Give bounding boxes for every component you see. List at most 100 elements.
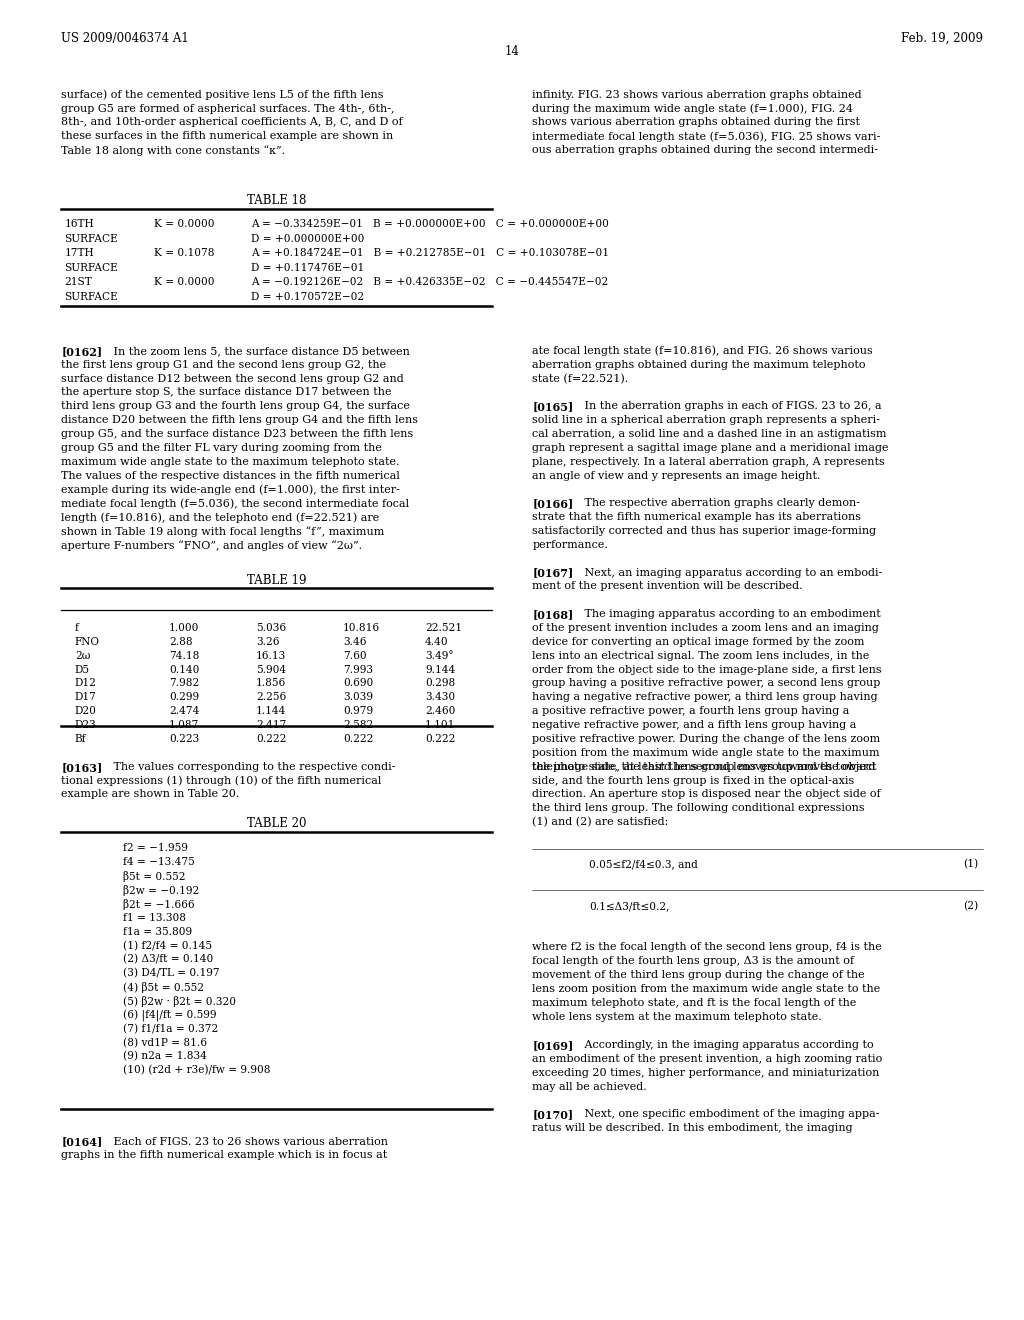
Text: Each of FIGS. 23 to 26 shows various aberration: Each of FIGS. 23 to 26 shows various abe… [102, 1137, 388, 1147]
Text: 0.299: 0.299 [169, 692, 199, 702]
Text: 1.856: 1.856 [256, 678, 287, 689]
Text: strate that the fifth numerical example has its aberrations: strate that the fifth numerical example … [532, 512, 861, 523]
Text: group G5, and the surface distance D23 between the fifth lens: group G5, and the surface distance D23 b… [61, 429, 414, 440]
Text: D12: D12 [75, 678, 96, 689]
Text: 2.460: 2.460 [425, 706, 456, 717]
Text: maximum telephoto state, and ft is the focal length of the: maximum telephoto state, and ft is the f… [532, 998, 857, 1008]
Text: 5.904: 5.904 [256, 665, 286, 675]
Text: surface) of the cemented positive lens L5 of the fifth lens: surface) of the cemented positive lens L… [61, 90, 384, 100]
Text: shown in Table 19 along with focal lengths “f”, maximum: shown in Table 19 along with focal lengt… [61, 525, 385, 537]
Text: D = +0.117476E−01: D = +0.117476E−01 [251, 263, 365, 273]
Text: (1) f2/f4 = 0.145: (1) f2/f4 = 0.145 [123, 940, 212, 950]
Text: lens into an electrical signal. The zoom lens includes, in the: lens into an electrical signal. The zoom… [532, 651, 869, 661]
Text: device for converting an optical image formed by the zoom: device for converting an optical image f… [532, 638, 865, 647]
Text: 5.036: 5.036 [256, 623, 286, 634]
Text: TABLE 19: TABLE 19 [247, 574, 306, 587]
Text: 2.582: 2.582 [343, 721, 374, 730]
Text: satisfactorily corrected and thus has superior image-forming: satisfactorily corrected and thus has su… [532, 525, 877, 536]
Text: 2.88: 2.88 [169, 638, 193, 647]
Text: state (f=22.521).: state (f=22.521). [532, 374, 629, 384]
Text: (1): (1) [963, 859, 978, 870]
Text: Next, one specific embodiment of the imaging appa-: Next, one specific embodiment of the ima… [573, 1109, 880, 1119]
Text: TABLE 20: TABLE 20 [247, 817, 306, 830]
Text: 14: 14 [505, 45, 519, 58]
Text: Next, an imaging apparatus according to an embodi-: Next, an imaging apparatus according to … [573, 568, 882, 578]
Text: K = 0.0000: K = 0.0000 [154, 277, 214, 288]
Text: TABLE 18: TABLE 18 [247, 194, 306, 207]
Text: 0.222: 0.222 [425, 734, 456, 744]
Text: group G5 and the filter FL vary during zooming from the: group G5 and the filter FL vary during z… [61, 444, 382, 453]
Text: 1.101: 1.101 [425, 721, 456, 730]
Text: length (f=10.816), and the telephoto end (f=22.521) are: length (f=10.816), and the telephoto end… [61, 512, 380, 523]
Text: 7.993: 7.993 [343, 665, 373, 675]
Text: (5) β2w · β2t = 0.320: (5) β2w · β2t = 0.320 [123, 995, 236, 1007]
Text: Table 18 along with cone constants “κ”.: Table 18 along with cone constants “κ”. [61, 145, 286, 156]
Text: where f2 is the focal length of the second lens group, f4 is the: where f2 is the focal length of the seco… [532, 942, 883, 953]
Text: cal aberration, a solid line and a dashed line in an astigmatism: cal aberration, a solid line and a dashe… [532, 429, 887, 440]
Text: 0.1≤Δ3/ft≤0.2,: 0.1≤Δ3/ft≤0.2, [589, 900, 669, 911]
Text: SURFACE: SURFACE [65, 292, 118, 302]
Text: 8th-, and 10th-order aspherical coefficients A, B, C, and D of: 8th-, and 10th-order aspherical coeffici… [61, 117, 403, 128]
Text: 0.690: 0.690 [343, 678, 374, 689]
Text: K = 0.0000: K = 0.0000 [154, 219, 214, 230]
Text: 3.46: 3.46 [343, 638, 367, 647]
Text: 0.05≤f2/f4≤0.3, and: 0.05≤f2/f4≤0.3, and [589, 859, 697, 870]
Text: 4.40: 4.40 [425, 638, 449, 647]
Text: 0.140: 0.140 [169, 665, 200, 675]
Text: ratus will be described. In this embodiment, the imaging: ratus will be described. In this embodim… [532, 1123, 853, 1134]
Text: tional expressions (1) through (10) of the fifth numerical: tional expressions (1) through (10) of t… [61, 776, 382, 787]
Text: ous aberration graphs obtained during the second intermedi-: ous aberration graphs obtained during th… [532, 145, 879, 156]
Text: A = +0.184724E−01   B = +0.212785E−01   C = +0.103078E−01: A = +0.184724E−01 B = +0.212785E−01 C = … [251, 248, 609, 259]
Text: 0.222: 0.222 [343, 734, 374, 744]
Text: positive refractive power. During the change of the lens zoom: positive refractive power. During the ch… [532, 734, 881, 744]
Text: (10) (r2d + r3e)/fw = 9.908: (10) (r2d + r3e)/fw = 9.908 [123, 1065, 270, 1076]
Text: surface distance D12 between the second lens group G2 and: surface distance D12 between the second … [61, 374, 404, 384]
Text: a positive refractive power, a fourth lens group having a: a positive refractive power, a fourth le… [532, 706, 850, 717]
Text: f4 = −13.475: f4 = −13.475 [123, 858, 195, 867]
Text: 7.982: 7.982 [169, 678, 200, 689]
Text: 1.000: 1.000 [169, 623, 200, 634]
Text: [0165]: [0165] [532, 401, 573, 412]
Text: SURFACE: SURFACE [65, 234, 118, 244]
Text: during the maximum wide angle state (f=1.000), FIG. 24: during the maximum wide angle state (f=1… [532, 104, 853, 115]
Text: telephoto state, at least the second lens group moves toward: telephoto state, at least the second len… [532, 762, 876, 772]
Text: D5: D5 [75, 665, 90, 675]
Text: plane, respectively. In a lateral aberration graph, A represents: plane, respectively. In a lateral aberra… [532, 457, 885, 467]
Text: (2) Δ3/ft = 0.140: (2) Δ3/ft = 0.140 [123, 954, 213, 965]
Text: having a negative refractive power, a third lens group having: having a negative refractive power, a th… [532, 692, 879, 702]
Text: Feb. 19, 2009: Feb. 19, 2009 [901, 32, 983, 45]
Text: may all be achieved.: may all be achieved. [532, 1082, 647, 1092]
Text: (1) and (2) are satisfied:: (1) and (2) are satisfied: [532, 817, 669, 828]
Text: the aperture stop S, the surface distance D17 between the: the aperture stop S, the surface distanc… [61, 388, 392, 397]
Text: 0.222: 0.222 [256, 734, 287, 744]
Text: side, and the fourth lens group is fixed in the optical-axis: side, and the fourth lens group is fixed… [532, 776, 855, 785]
Text: 1.144: 1.144 [256, 706, 287, 717]
Text: 17TH: 17TH [65, 248, 94, 259]
Text: 3.26: 3.26 [256, 638, 280, 647]
Text: The values of the respective distances in the fifth numerical: The values of the respective distances i… [61, 471, 400, 480]
Text: exceeding 20 times, higher performance, and miniaturization: exceeding 20 times, higher performance, … [532, 1068, 880, 1078]
Text: (7) f1/f1a = 0.372: (7) f1/f1a = 0.372 [123, 1024, 218, 1034]
Text: focal length of the fourth lens group, Δ3 is the amount of: focal length of the fourth lens group, Δ… [532, 956, 854, 966]
Text: of the present invention includes a zoom lens and an imaging: of the present invention includes a zoom… [532, 623, 880, 634]
Text: whole lens system at the maximum telephoto state.: whole lens system at the maximum telepho… [532, 1011, 822, 1022]
Text: FNO: FNO [75, 638, 99, 647]
Text: movement of the third lens group during the change of the: movement of the third lens group during … [532, 970, 865, 981]
Text: maximum wide angle state to the maximum telephoto state.: maximum wide angle state to the maximum … [61, 457, 400, 467]
Text: ment of the present invention will be described.: ment of the present invention will be de… [532, 581, 803, 591]
Text: [0166]: [0166] [532, 498, 573, 510]
Text: aperture F-numbers “FNO”, and angles of view “2ω”.: aperture F-numbers “FNO”, and angles of … [61, 540, 362, 550]
Text: Accordingly, in the imaging apparatus according to: Accordingly, in the imaging apparatus ac… [573, 1040, 873, 1051]
Text: 2.417: 2.417 [256, 721, 287, 730]
Text: performance.: performance. [532, 540, 608, 550]
Text: (8) vd1P = 81.6: (8) vd1P = 81.6 [123, 1038, 207, 1048]
Text: an angle of view and y represents an image height.: an angle of view and y represents an ima… [532, 471, 821, 480]
Text: 16.13: 16.13 [256, 651, 287, 661]
Text: aberration graphs obtained during the maximum telephoto: aberration graphs obtained during the ma… [532, 359, 866, 370]
Text: f1 = 13.308: f1 = 13.308 [123, 913, 186, 923]
Text: distance D20 between the fifth lens group G4 and the fifth lens: distance D20 between the fifth lens grou… [61, 414, 419, 425]
Text: D = +0.170572E−02: D = +0.170572E−02 [251, 292, 364, 302]
Text: 0.298: 0.298 [425, 678, 456, 689]
Text: 3.430: 3.430 [425, 692, 455, 702]
Text: example are shown in Table 20.: example are shown in Table 20. [61, 789, 240, 800]
